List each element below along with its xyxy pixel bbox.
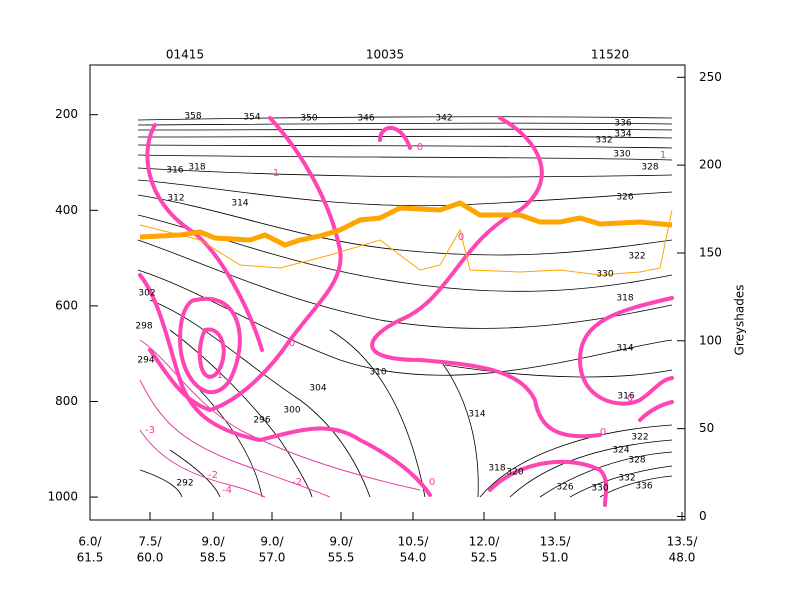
theta-label: 302 bbox=[138, 289, 155, 299]
theta-label: 324 bbox=[612, 446, 629, 456]
theta-label: 314 bbox=[616, 344, 633, 354]
x-tick-label: 48.0 bbox=[669, 551, 696, 565]
y2-tick-label: 250 bbox=[699, 70, 722, 84]
theta-label: 342 bbox=[435, 114, 452, 124]
theta-label: 358 bbox=[184, 112, 201, 122]
theta-label: 332 bbox=[618, 474, 635, 484]
x-tick-label: 9.0/ bbox=[260, 535, 284, 549]
theta-label: 346 bbox=[357, 114, 374, 124]
y2-tick-label: 100 bbox=[699, 333, 722, 347]
theta-label: 334 bbox=[614, 130, 631, 140]
x-tick-label: 9.0/ bbox=[329, 535, 353, 549]
pv-label: 0 bbox=[600, 427, 606, 438]
x-tick-label: 6.0/ bbox=[78, 535, 102, 549]
x-tick-label: 61.5 bbox=[77, 551, 104, 565]
x-tick-label: 58.5 bbox=[200, 551, 227, 565]
x-tick-label: 13.5/ bbox=[540, 535, 572, 549]
pv-label: 0 bbox=[458, 232, 464, 243]
theta-label: 330 bbox=[613, 150, 630, 160]
y2-axis-label: Greyshades bbox=[733, 285, 747, 356]
station-label: 10035 bbox=[366, 48, 404, 62]
theta-label: 296 bbox=[253, 416, 270, 426]
theta-label: 336 bbox=[614, 119, 631, 129]
theta-label: 328 bbox=[641, 163, 658, 173]
theta-label: 318 bbox=[188, 163, 205, 173]
thin-orange-line bbox=[139, 209, 673, 276]
pv-label: -2 bbox=[292, 477, 302, 488]
theta-label: 322 bbox=[631, 433, 648, 443]
theta-label: 332 bbox=[595, 136, 612, 146]
x-tick-label: 10.5/ bbox=[398, 535, 430, 549]
theta-label: 312 bbox=[167, 194, 184, 204]
pv-contours bbox=[138, 116, 674, 507]
x-tick-label: 51.0 bbox=[542, 551, 569, 565]
pv-thin-contours bbox=[139, 339, 421, 498]
theta-label: 330 bbox=[596, 270, 613, 280]
theta-label: 322 bbox=[628, 252, 645, 262]
theta-label: 328 bbox=[628, 456, 645, 466]
x-tick-label: 9.0/ bbox=[201, 535, 225, 549]
x-tick-label: 13.5/ bbox=[667, 535, 699, 549]
x-tick-label: 52.5 bbox=[471, 551, 498, 565]
theta-label: 318 bbox=[488, 464, 505, 474]
y2-tick-label: 50 bbox=[699, 421, 714, 435]
theta-label: 294 bbox=[137, 356, 154, 366]
theta-label: 316 bbox=[166, 166, 183, 176]
y2-tick-label: 150 bbox=[699, 245, 722, 259]
pv-label: -1 bbox=[213, 370, 223, 381]
y2-tick-label: 0 bbox=[699, 509, 707, 523]
y-tick-label: 400 bbox=[55, 203, 78, 217]
theta-label: 336 bbox=[635, 482, 652, 492]
x-tick-label: 7.5/ bbox=[138, 535, 162, 549]
x-tick-label: 54.0 bbox=[400, 551, 427, 565]
theta-label: 326 bbox=[556, 483, 573, 493]
y-tick-label: 800 bbox=[55, 394, 78, 408]
station-label: 01415 bbox=[166, 48, 204, 62]
pv-label: 1 bbox=[660, 150, 666, 161]
theta-label: 326 bbox=[616, 193, 633, 203]
station-label: 11520 bbox=[591, 48, 629, 62]
theta-label: 354 bbox=[243, 113, 260, 123]
pv-label: -2 bbox=[208, 470, 218, 481]
y-tick-label: 600 bbox=[55, 298, 78, 312]
y-tick-label: 1000 bbox=[47, 490, 78, 504]
x-tick-label: 55.5 bbox=[328, 551, 355, 565]
theta-label: 330 bbox=[591, 484, 608, 494]
theta-label: 316 bbox=[617, 392, 634, 402]
y-tick-label: 200 bbox=[55, 107, 78, 121]
isentropes bbox=[137, 116, 673, 498]
pv-label: 0 bbox=[417, 142, 423, 153]
theta-label: 292 bbox=[176, 479, 193, 489]
x-tick-label: 60.0 bbox=[137, 551, 164, 565]
x-tick-label: 57.0 bbox=[259, 551, 286, 565]
theta-label: 350 bbox=[300, 114, 317, 124]
theta-label: 304 bbox=[309, 384, 326, 394]
theta-label: 300 bbox=[283, 406, 300, 416]
y2-tick-label: 200 bbox=[699, 158, 722, 172]
pv-label: 1 bbox=[273, 168, 279, 179]
theta-label: 298 bbox=[135, 322, 152, 332]
pv-label: -4 bbox=[222, 485, 232, 496]
tropopause-line bbox=[139, 200, 673, 248]
theta-label: 310 bbox=[369, 368, 386, 378]
x-tick-label: 12.0/ bbox=[469, 535, 501, 549]
theta-label: 314 bbox=[468, 410, 485, 420]
pv-label: 0 bbox=[429, 477, 435, 488]
pv-label: -3 bbox=[145, 425, 155, 436]
plot-frame bbox=[89, 64, 686, 521]
theta-label: 314 bbox=[231, 199, 248, 209]
pv-label: 0 bbox=[289, 338, 295, 349]
theta-label: 320 bbox=[506, 468, 523, 478]
theta-label: 318 bbox=[616, 294, 633, 304]
pv-label: 0 bbox=[627, 393, 633, 404]
